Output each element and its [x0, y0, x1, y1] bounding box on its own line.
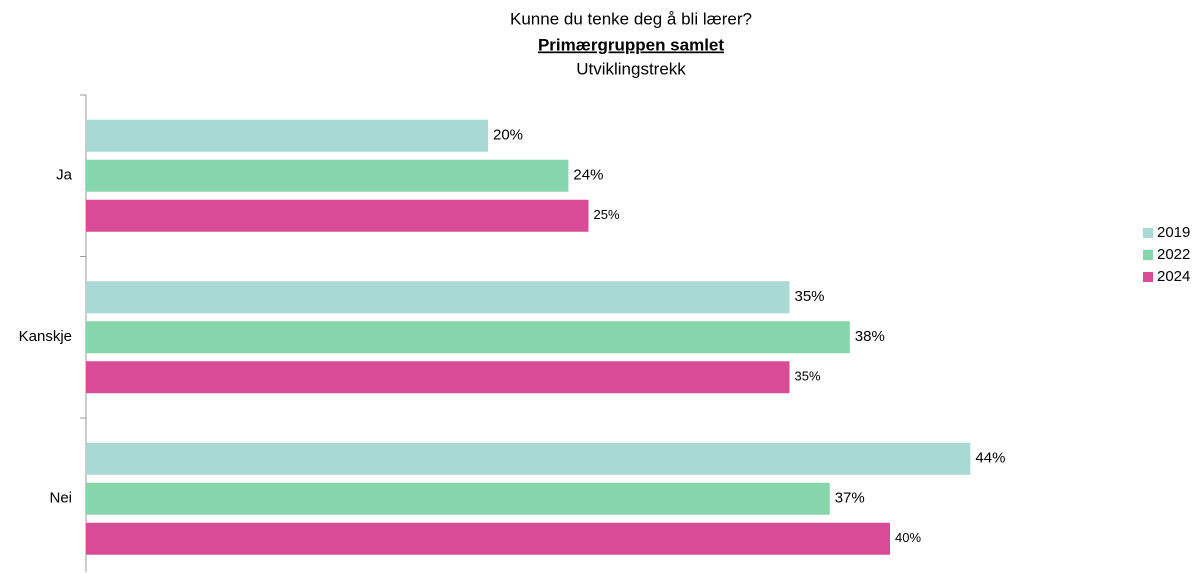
bar [86, 522, 890, 555]
legend-label: 2024 [1157, 268, 1190, 285]
data-label: 44% [975, 450, 1005, 467]
legend-label: 2022 [1157, 246, 1190, 263]
data-label: 25% [594, 207, 620, 222]
data-label: 35% [795, 288, 825, 305]
data-label: 38% [855, 328, 885, 345]
chart-subtitle: Primærgruppen samlet [538, 35, 724, 54]
data-label: 37% [835, 490, 865, 507]
y-tick-label: Kanskje [19, 328, 72, 345]
data-label: 24% [573, 167, 603, 184]
y-tick-label: Nei [49, 490, 72, 507]
data-label: 35% [795, 369, 821, 384]
bar [86, 159, 569, 192]
data-label: 20% [493, 127, 523, 144]
legend-swatch [1143, 272, 1153, 282]
bar [86, 442, 971, 475]
bar [86, 482, 830, 515]
bar [86, 281, 790, 314]
data-label: 40% [895, 530, 921, 545]
legend-swatch [1143, 250, 1153, 260]
bar [86, 361, 790, 394]
legend-label: 2019 [1157, 224, 1190, 241]
chart-subtitle: Utviklingstrekk [576, 59, 686, 78]
bar [86, 199, 589, 232]
bar [86, 321, 850, 354]
y-tick-label: Ja [56, 167, 73, 184]
chart-title: Kunne du tenke deg å bli lærer? [510, 9, 752, 28]
legend-swatch [1143, 228, 1153, 238]
bar [86, 119, 488, 152]
